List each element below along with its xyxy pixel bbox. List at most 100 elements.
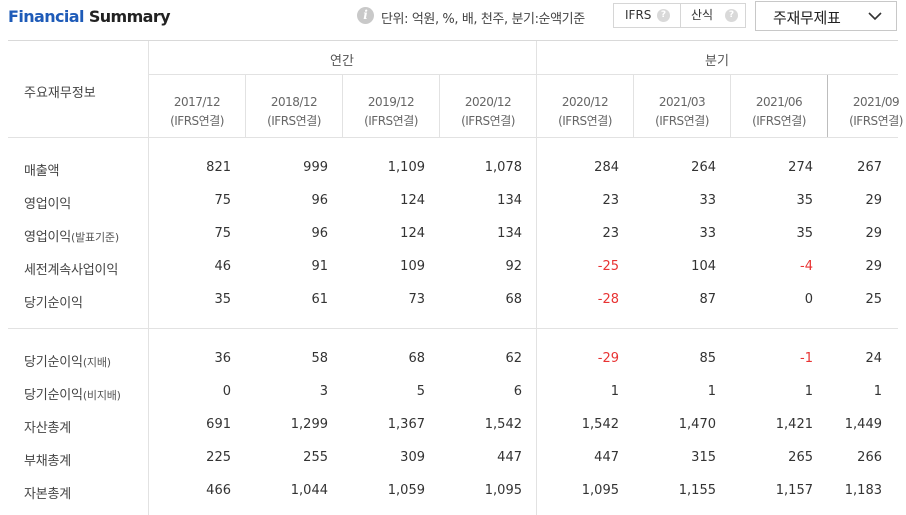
table-cell: 134	[497, 226, 522, 241]
row-label: 영업이익	[24, 193, 71, 212]
period-basis: (IFRS연결)	[655, 114, 709, 128]
period-basis: (IFRS연결)	[364, 114, 418, 128]
table-cell: 36	[214, 351, 231, 366]
statement-select[interactable]: 주재무제표	[755, 1, 897, 31]
table-cell: 1,109	[387, 160, 425, 175]
table-cell: 821	[206, 160, 231, 175]
title-financial: Financial	[8, 7, 84, 26]
financial-table: 주요재무정보 연간 분기 2017/12 (IFRS연결) 2018/12 (IFRS…	[8, 40, 903, 515]
row-header: 주요재무정보	[24, 86, 96, 101]
option-buttons: IFRS ? 산식 ?	[613, 3, 746, 28]
table-cell: 1,059	[387, 483, 425, 498]
formula-help-icon[interactable]: ?	[725, 9, 738, 22]
table-cell: 109	[400, 259, 425, 274]
table-cell: 1,078	[484, 160, 522, 175]
table-cell: 284	[594, 160, 619, 175]
table-cell: -25	[597, 259, 619, 274]
ifrs-button[interactable]: IFRS ?	[614, 4, 680, 27]
table-cell: 5	[416, 384, 425, 399]
row-label: 당기순이익(비지배)	[24, 384, 121, 403]
period-basis: (IFRS연결)	[558, 114, 612, 128]
table-cell: 23	[602, 193, 619, 208]
table-cell: 29	[865, 259, 882, 274]
table-cell: 1,095	[484, 483, 522, 498]
table-cell: 91	[311, 259, 328, 274]
table-cell: 75	[214, 226, 231, 241]
table-cell: -1	[800, 351, 813, 366]
table-cell: 1,421	[775, 417, 813, 432]
row-divider	[8, 328, 898, 329]
row-label: 당기순이익	[24, 292, 83, 311]
ifrs-help-icon[interactable]: ?	[657, 9, 670, 22]
table-cell: 96	[311, 193, 328, 208]
table-cell: 1	[707, 384, 716, 399]
row-label: 세전계속사업이익	[24, 259, 118, 278]
table-cell: 87	[699, 292, 716, 307]
table-cell: 61	[311, 292, 328, 307]
table-cell: 1,470	[678, 417, 716, 432]
col-divider	[730, 74, 731, 137]
period-date: 2021/09	[852, 95, 900, 109]
table-cell: 1,449	[844, 417, 882, 432]
period-date: 2020/12	[561, 95, 609, 109]
table-cell: 1,299	[290, 417, 328, 432]
row-label-main: 당기순이익	[24, 296, 83, 311]
period-date: 2018/12	[270, 95, 318, 109]
table-cell: 3	[319, 384, 328, 399]
chevron-down-icon	[868, 12, 882, 21]
row-label-main: 영업이익	[24, 197, 72, 212]
info-icon[interactable]: i	[357, 7, 374, 24]
period-date: 2021/06	[755, 95, 803, 109]
period-header: 2019/12 (IFRS연결)	[343, 93, 439, 131]
period-header: 2020/12 (IFRS연결)	[440, 93, 536, 131]
row-label-main: 당기순이익	[24, 355, 83, 370]
row-label-main: 세전계속사업이익	[24, 263, 119, 278]
section-title: Financial Summary	[8, 7, 171, 26]
table-cell: 1,155	[678, 483, 716, 498]
group-annual: 연간	[330, 54, 354, 69]
table-cell: 266	[857, 450, 882, 465]
table-cell: 35	[214, 292, 231, 307]
col-divider	[439, 74, 440, 137]
row-label-main: 부채총계	[24, 454, 72, 469]
table-cell: 75	[214, 193, 231, 208]
table-cell: 68	[505, 292, 522, 307]
group-quarter: 분기	[705, 54, 729, 69]
table-cell: 1,157	[775, 483, 813, 498]
table-cell: 466	[206, 483, 231, 498]
formula-button[interactable]: 산식 ?	[680, 4, 747, 27]
table-cell: 124	[400, 226, 425, 241]
table-cell: 0	[804, 292, 813, 307]
col-divider	[245, 74, 246, 137]
table-cell: 1,367	[387, 417, 425, 432]
ifrs-label: IFRS	[625, 8, 652, 22]
table-cell: 1,183	[844, 483, 882, 498]
formula-label: 산식	[691, 8, 714, 22]
statement-select-value: 주재무제표	[773, 9, 841, 27]
table-cell: 134	[497, 193, 522, 208]
table-cell: 447	[497, 450, 522, 465]
table-cell: 23	[602, 226, 619, 241]
period-header: 2021/06 (IFRS연결)	[731, 93, 827, 131]
table-cell: 29	[865, 193, 882, 208]
row-label-sub: (발표기준)	[71, 231, 119, 244]
table-cell: 267	[857, 160, 882, 175]
period-header: 2017/12 (IFRS연결)	[149, 93, 245, 131]
table-cell: 124	[400, 193, 425, 208]
period-header: 2021/03 (IFRS연결)	[634, 93, 730, 131]
row-label-main: 자산총계	[24, 421, 72, 436]
period-header: 2018/12 (IFRS연결)	[246, 93, 342, 131]
table-cell: 24	[865, 351, 882, 366]
period-date: 2020/12	[464, 95, 512, 109]
table-cell: 309	[400, 450, 425, 465]
summary-header: Financial Summary i 단위: 억원, %, 배, 천주, 분기…	[0, 0, 906, 34]
period-basis: (IFRS연결)	[849, 114, 903, 128]
row-label-main: 영업이익	[24, 230, 72, 245]
row-divider	[8, 137, 898, 138]
row-label: 부채총계	[24, 450, 71, 469]
row-label: 매출액	[24, 160, 59, 179]
col-divider	[827, 74, 828, 137]
period-header: 2021/09 (IFRS연결)	[828, 93, 906, 131]
row-label-sub: (비지배)	[82, 389, 121, 402]
table-cell: 35	[796, 226, 813, 241]
